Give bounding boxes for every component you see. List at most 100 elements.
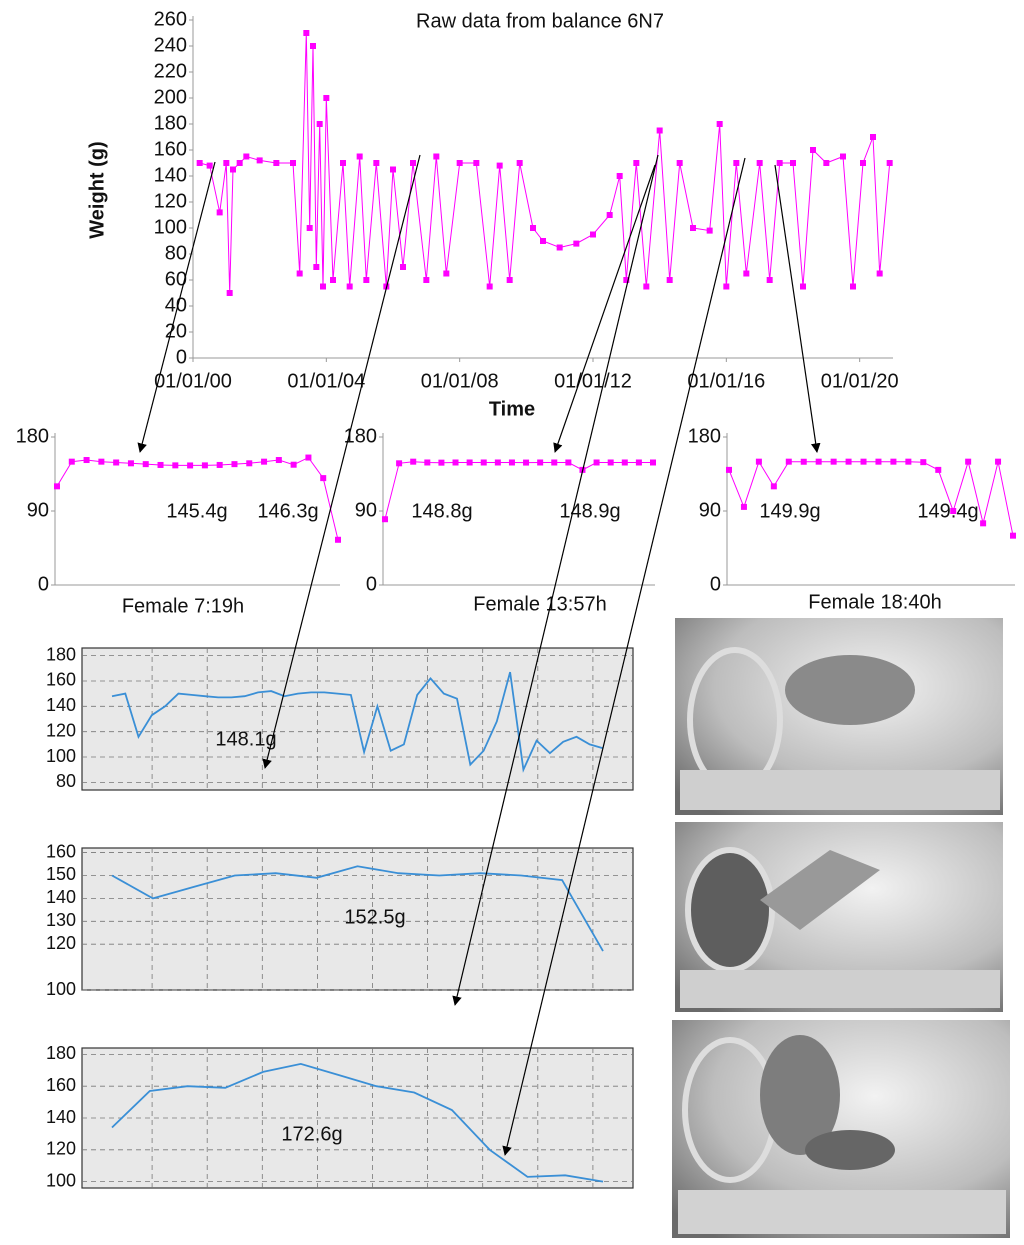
- annotation: 145.4g: [166, 500, 227, 522]
- data-marker: [443, 270, 450, 277]
- data-marker: [313, 264, 320, 270]
- y-tick-label: 180: [46, 1043, 76, 1063]
- data-marker: [800, 458, 807, 465]
- data-marker: [236, 160, 243, 166]
- y-tick-label: 100: [46, 979, 76, 999]
- data-marker: [396, 460, 403, 467]
- y-tick-label: 160: [46, 841, 76, 861]
- data-marker: [890, 458, 897, 465]
- data-marker: [400, 264, 406, 270]
- photo-bird: [805, 1130, 895, 1170]
- data-marker: [875, 458, 882, 465]
- data-marker: [473, 160, 480, 166]
- data-marker: [243, 153, 250, 160]
- data-line: [728, 459, 1014, 536]
- photo-floor: [680, 970, 1000, 1008]
- y-tick-label: 100: [46, 746, 76, 766]
- arrow: [452, 154, 659, 1006]
- arrow: [774, 164, 821, 453]
- data-marker: [246, 460, 253, 467]
- data-marker: [790, 160, 796, 166]
- data-marker: [830, 458, 837, 465]
- x-tick-label: 01/01/12: [554, 370, 632, 392]
- y-tick-label: 150: [46, 864, 76, 884]
- data-marker: [920, 459, 927, 466]
- chart-title: Raw data from balance 6N7: [416, 10, 664, 32]
- y-tick-label: 260: [154, 8, 187, 30]
- data-marker: [261, 458, 268, 465]
- data-marker: [905, 458, 912, 465]
- data-marker: [410, 160, 416, 166]
- data-marker: [755, 458, 762, 465]
- data-marker: [335, 536, 341, 543]
- data-marker: [666, 277, 673, 283]
- y-tick-label: 180: [688, 425, 721, 447]
- data-marker: [733, 160, 740, 166]
- data-marker: [306, 225, 313, 231]
- data-marker: [676, 160, 683, 166]
- data-marker: [346, 283, 353, 290]
- y-tick-label: 80: [56, 771, 76, 791]
- data-marker: [54, 483, 60, 490]
- data-marker: [850, 283, 856, 290]
- data-marker: [743, 270, 750, 277]
- y-tick-label: 240: [154, 34, 187, 56]
- annotation: 152.5g: [344, 906, 405, 928]
- data-marker: [756, 160, 763, 166]
- arrow: [262, 154, 421, 769]
- data-marker: [226, 290, 233, 296]
- data-marker: [845, 458, 852, 465]
- photos: [672, 618, 1010, 1238]
- y-tick-label: 100: [46, 1170, 76, 1190]
- data-marker: [523, 459, 530, 466]
- data-marker: [776, 160, 783, 166]
- data-marker: [83, 457, 90, 464]
- y-tick-label: 0: [176, 346, 187, 368]
- data-marker: [201, 462, 208, 469]
- data-marker: [823, 160, 830, 166]
- photo-bird: [760, 850, 880, 930]
- data-marker: [296, 270, 303, 277]
- y-tick-label: 140: [46, 1107, 76, 1127]
- data-marker: [356, 153, 363, 160]
- x-tick-label: 01/01/04: [287, 370, 365, 392]
- y-tick-label: 120: [154, 190, 187, 212]
- data-marker: [256, 157, 263, 164]
- data-marker: [556, 244, 563, 251]
- data-marker: [650, 459, 656, 466]
- data-marker: [565, 459, 572, 466]
- y-tick-label: 0: [38, 573, 49, 595]
- data-marker: [196, 160, 203, 166]
- data-marker: [810, 147, 816, 153]
- data-marker: [216, 209, 223, 216]
- x-tick-label: 01/01/08: [421, 370, 499, 392]
- data-marker: [157, 461, 164, 468]
- data-marker: [965, 458, 972, 465]
- data-marker: [935, 466, 942, 473]
- data-marker: [305, 454, 312, 461]
- data-marker: [860, 458, 867, 465]
- data-marker: [623, 277, 630, 283]
- data-marker: [537, 459, 544, 466]
- y-tick-label: 20: [165, 320, 187, 342]
- data-marker: [275, 457, 282, 464]
- arrow: [553, 164, 656, 453]
- y-tick-label: 90: [699, 499, 721, 521]
- y-tick-label: 180: [154, 112, 187, 134]
- data-marker: [1010, 532, 1016, 539]
- y-tick-label: 180: [344, 425, 377, 447]
- data-marker: [508, 459, 515, 466]
- x-tick-label: 01/01/20: [821, 370, 899, 392]
- data-marker: [573, 240, 580, 247]
- data-marker: [216, 461, 223, 468]
- data-marker: [530, 225, 536, 231]
- data-marker: [506, 277, 513, 283]
- data-marker: [113, 459, 120, 466]
- caption: Female 7:19h: [122, 595, 244, 617]
- data-marker: [363, 277, 370, 283]
- data-marker: [590, 231, 596, 238]
- photo-ring: [685, 847, 775, 973]
- y-tick-label: 90: [355, 499, 377, 521]
